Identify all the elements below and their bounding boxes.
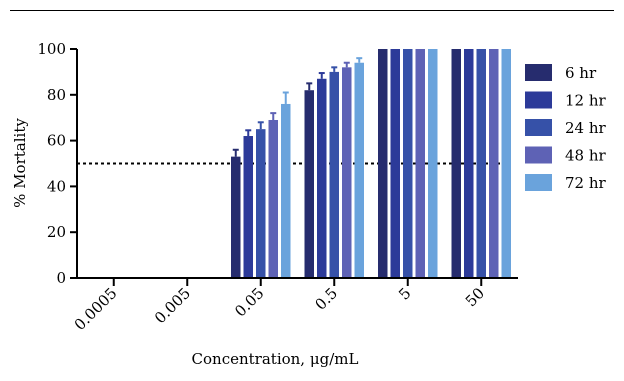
- legend-label: 24 hr: [565, 119, 607, 137]
- bar: [243, 136, 253, 278]
- bar: [451, 49, 461, 278]
- bar: [378, 49, 388, 278]
- bar: [268, 119, 278, 279]
- bar: [304, 90, 314, 278]
- y-tick-label: 60: [47, 132, 66, 150]
- legend-label: 6 hr: [565, 64, 597, 82]
- y-tick-label: 100: [37, 40, 66, 58]
- x-tick-label: 0.5: [311, 284, 341, 314]
- bar: [464, 49, 474, 278]
- bar: [354, 62, 364, 278]
- bar: [281, 103, 291, 279]
- bar: [256, 129, 266, 278]
- x-axis-title: Concentration, μg/mL: [192, 350, 359, 368]
- y-axis-title: % Mortality: [11, 118, 29, 208]
- y-tick-label: 40: [47, 177, 66, 195]
- legend-swatch: [525, 174, 552, 191]
- y-tick-label: 0: [56, 269, 66, 287]
- y-tick-label: 80: [47, 86, 66, 104]
- top-rule: [10, 10, 614, 11]
- bars-layer: [231, 49, 511, 279]
- bar: [231, 156, 241, 278]
- bar: [428, 49, 438, 278]
- bar: [415, 49, 425, 278]
- bar: [403, 49, 413, 278]
- x-tick-label: 0.005: [151, 284, 194, 327]
- legend-swatch: [525, 91, 552, 109]
- legend: 6 hr 12 hr 24 hr 48 hr 72 hr: [525, 64, 607, 192]
- legend-label: 48 hr: [565, 147, 607, 165]
- bar: [317, 78, 327, 279]
- x-tick-label: 5: [395, 284, 414, 303]
- y-tick-label: 20: [47, 223, 66, 241]
- bar: [390, 49, 400, 278]
- bar: [329, 71, 339, 279]
- legend-swatch: [525, 146, 552, 164]
- x-tick-label: 50: [462, 284, 488, 310]
- legend-swatch: [525, 64, 552, 81]
- bar: [501, 49, 511, 278]
- x-tick-label: 0.0005: [71, 284, 121, 334]
- legend-label: 72 hr: [565, 174, 607, 192]
- bar: [476, 49, 486, 278]
- x-tick-label: 0.05: [231, 284, 267, 320]
- legend-swatch: [525, 119, 552, 136]
- legend-label: 12 hr: [565, 92, 607, 110]
- bar: [489, 49, 499, 278]
- bar: [342, 67, 352, 278]
